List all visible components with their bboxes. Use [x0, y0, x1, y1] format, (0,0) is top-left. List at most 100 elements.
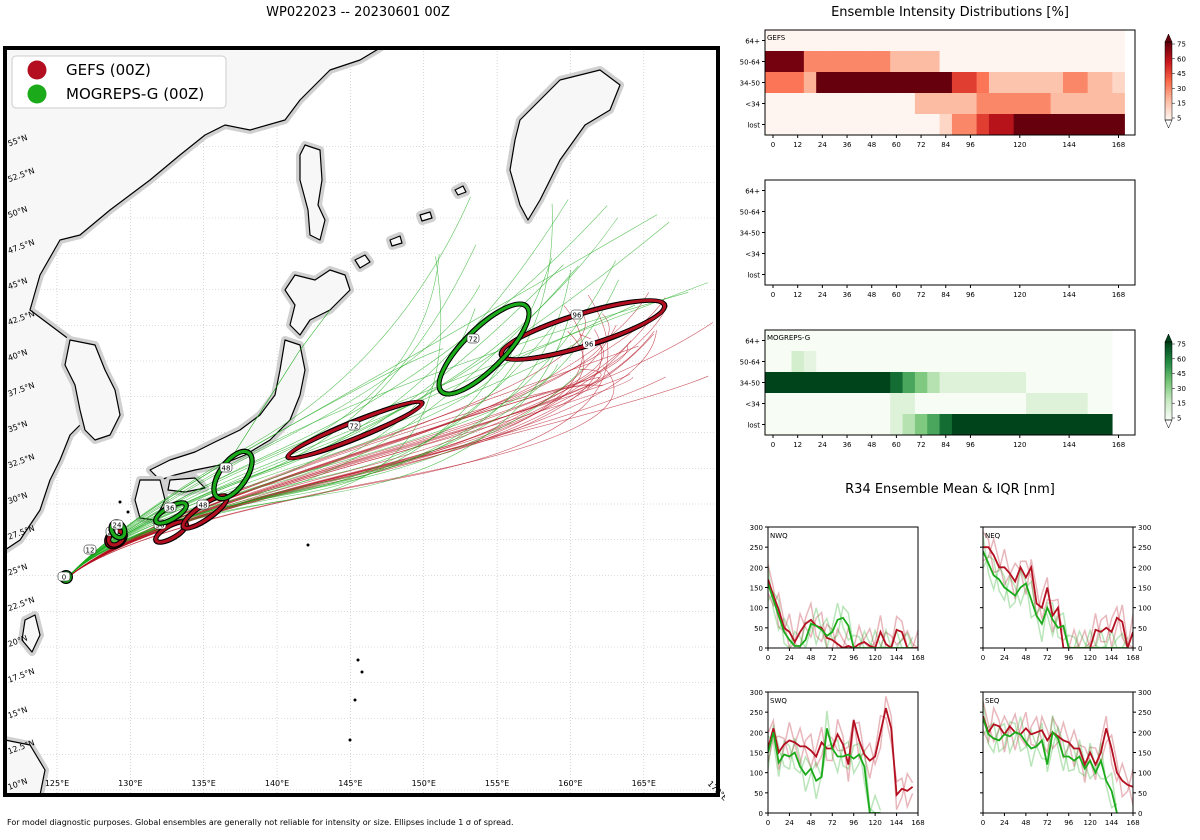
heatmap-cell: [927, 30, 940, 52]
heatmap-cell: [877, 72, 891, 94]
mogreps-ellipse-72-outline: [436, 301, 532, 397]
heatmap-cell: [964, 351, 978, 373]
colorbar-segment: [1165, 418, 1172, 421]
x-tick-label: 0: [771, 141, 775, 149]
heatmap-cell: [1038, 393, 1052, 415]
r34-title: R34 Ensemble Mean & IQR [nm]: [845, 482, 1055, 497]
heatmap-cell: [976, 72, 990, 94]
x-tick-label: 0: [771, 441, 775, 449]
heatmap-cell: [791, 393, 805, 415]
mogreps-iqr-line: [768, 724, 882, 813]
heatmap-cell: [765, 393, 780, 415]
x-tick-label: 12: [793, 291, 802, 299]
colorbar-segment: [1165, 43, 1172, 47]
heatmap-cell: [914, 393, 928, 415]
y-tick-label: 50-64: [740, 209, 761, 217]
heatmap-cell: [1013, 93, 1027, 115]
x-tick-label: 168: [1112, 291, 1125, 299]
heatmap-cell: [853, 330, 866, 352]
heatmap-cell: [988, 72, 1002, 94]
heatmap-cell: [976, 414, 990, 436]
track-label: 0: [62, 574, 66, 582]
r34-panel-nwq: NWQ 0 50 100 150 200 250 300 0 24 48 72 96 120 144 168: [750, 524, 925, 662]
heatmap-cell: [976, 114, 990, 136]
heatmap-cell: [939, 30, 953, 52]
gefs-iqr-line: [768, 696, 914, 810]
heatmap-cell: [1075, 414, 1089, 436]
heatmap-cell: [853, 351, 866, 373]
heatmap-cell: [765, 30, 780, 52]
heatmap-cell: [816, 30, 829, 52]
heatmap-cell: [828, 372, 842, 394]
heatmap-cell: [816, 114, 829, 136]
x-tick-label: 72: [1043, 654, 1052, 662]
x-tick-label: 48: [867, 441, 876, 449]
colorbar-tick-label: 60: [1177, 55, 1186, 63]
heatmap-cell: [779, 330, 792, 352]
track-label-bg: [583, 339, 595, 348]
x-tick-label: 84: [941, 291, 950, 299]
heatmap-cell: [988, 93, 1002, 115]
heatmap-cell: [877, 330, 891, 352]
heatmap-cell: [890, 51, 903, 73]
heatmap-cell: [1087, 351, 1101, 373]
heatmap-cell: [964, 414, 978, 436]
x-tick-label: 24: [785, 654, 794, 662]
heatmap-cell: [939, 330, 953, 352]
y-tick-label: 250: [1138, 709, 1151, 717]
heatmap-cell: [939, 93, 953, 115]
heatmap-cell: [1001, 114, 1015, 136]
heatmap-cell: [1075, 93, 1089, 115]
x-tick-label: 60: [892, 291, 901, 299]
heatmap-cell: [1087, 414, 1101, 436]
colorbar-segment: [1165, 353, 1172, 357]
legend-box: [11, 55, 227, 109]
heatmap-cell: [951, 351, 965, 373]
x-tick-label: 0: [981, 819, 985, 827]
taiwan: [21, 614, 41, 653]
x-tick-label: 144: [1105, 819, 1119, 827]
colorbar-extend-top: [1164, 333, 1173, 343]
track-label: 48: [222, 465, 231, 473]
colorbar-segment: [1165, 416, 1172, 419]
x-tick-label: 24: [818, 441, 827, 449]
colorbar-segment: [1165, 96, 1172, 100]
heatmap-cell: [939, 351, 953, 373]
y-tick-label: 150: [750, 750, 763, 758]
y-tick-label: 64+: [745, 188, 760, 196]
heatmap-cell: [828, 393, 842, 415]
heatmap-cell: [939, 372, 953, 394]
colorbar-segment: [1165, 392, 1172, 396]
heatmap-cell: [951, 393, 965, 415]
mogreps-iqr-line: [768, 710, 881, 813]
heatmap-cell: [840, 414, 854, 436]
heatmap-cell: [853, 414, 866, 436]
heatmap-cell: [951, 30, 965, 52]
heatmap-cell: [1075, 72, 1089, 94]
heatmap-cell: [1013, 30, 1027, 52]
colorbar-segment: [1165, 92, 1172, 96]
heatmap-cell: [1025, 114, 1039, 136]
x-tick-label: 0: [766, 819, 770, 827]
colorbar-extend-bottom: [1164, 119, 1173, 129]
heatmap-cell: [1001, 330, 1015, 352]
heatmap-cell: [902, 393, 916, 415]
heatmap-cell: [1075, 351, 1089, 373]
heatmap-cell: [853, 30, 866, 52]
heatmap-cell: [988, 51, 1002, 73]
colorbar-segment: [1165, 100, 1172, 103]
heatmap-cell: [877, 351, 891, 373]
heatmap-cell: [765, 51, 780, 73]
r34-frame: [767, 526, 919, 649]
heatmap-cell: [1038, 330, 1052, 352]
heatmap-cell: [939, 51, 953, 73]
x-tick-label: 96: [966, 291, 975, 299]
colorbar-segment: [1165, 47, 1172, 51]
heatmap-cell: [828, 51, 842, 73]
x-tick-label: 0: [771, 291, 775, 299]
colorbar-segment: [1165, 408, 1172, 411]
mogreps-member-track: [229, 309, 331, 461]
r34-plot-area: [768, 696, 914, 813]
heatmap-cell: [890, 114, 903, 136]
heatmap-cell: [1062, 30, 1076, 52]
